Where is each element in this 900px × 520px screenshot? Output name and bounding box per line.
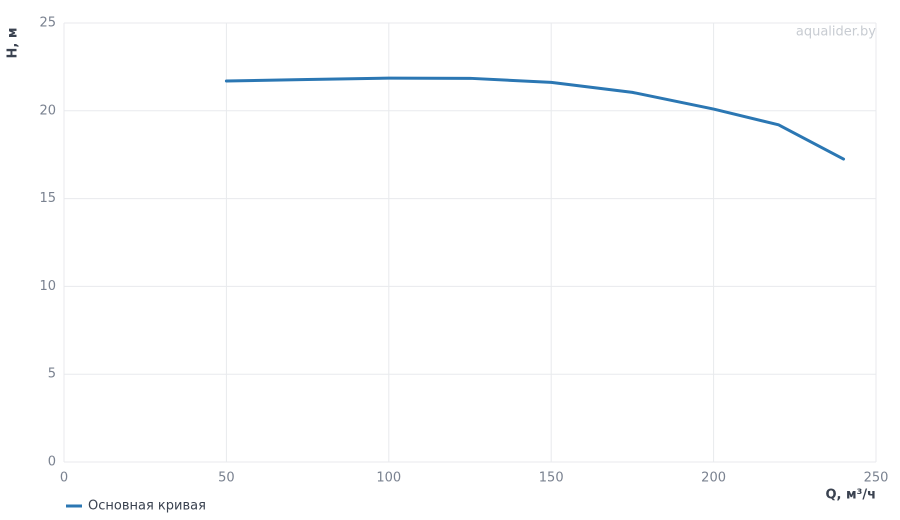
x-tick-label: 150 [539, 471, 564, 486]
x-axis-title: Q, м³/ч [825, 488, 876, 503]
y-tick-label: 25 [39, 16, 56, 31]
watermark: aqualider.by [796, 25, 876, 40]
legend-label: Основная кривая [88, 499, 206, 514]
y-axis-title: H, м [6, 28, 21, 59]
y-tick-label: 5 [48, 367, 56, 382]
x-tick-label: 0 [60, 471, 68, 486]
y-tick-label: 15 [39, 191, 56, 206]
line-series [224, 76, 846, 161]
x-tick-label: 200 [701, 471, 726, 486]
y-tick-label: 10 [39, 279, 56, 294]
x-tick-label: 250 [864, 471, 889, 486]
y-tick-label: 20 [39, 103, 56, 118]
y-tick-label: 0 [48, 455, 56, 470]
x-tick-label: 100 [376, 471, 401, 486]
x-tick-label: 50 [218, 471, 235, 486]
